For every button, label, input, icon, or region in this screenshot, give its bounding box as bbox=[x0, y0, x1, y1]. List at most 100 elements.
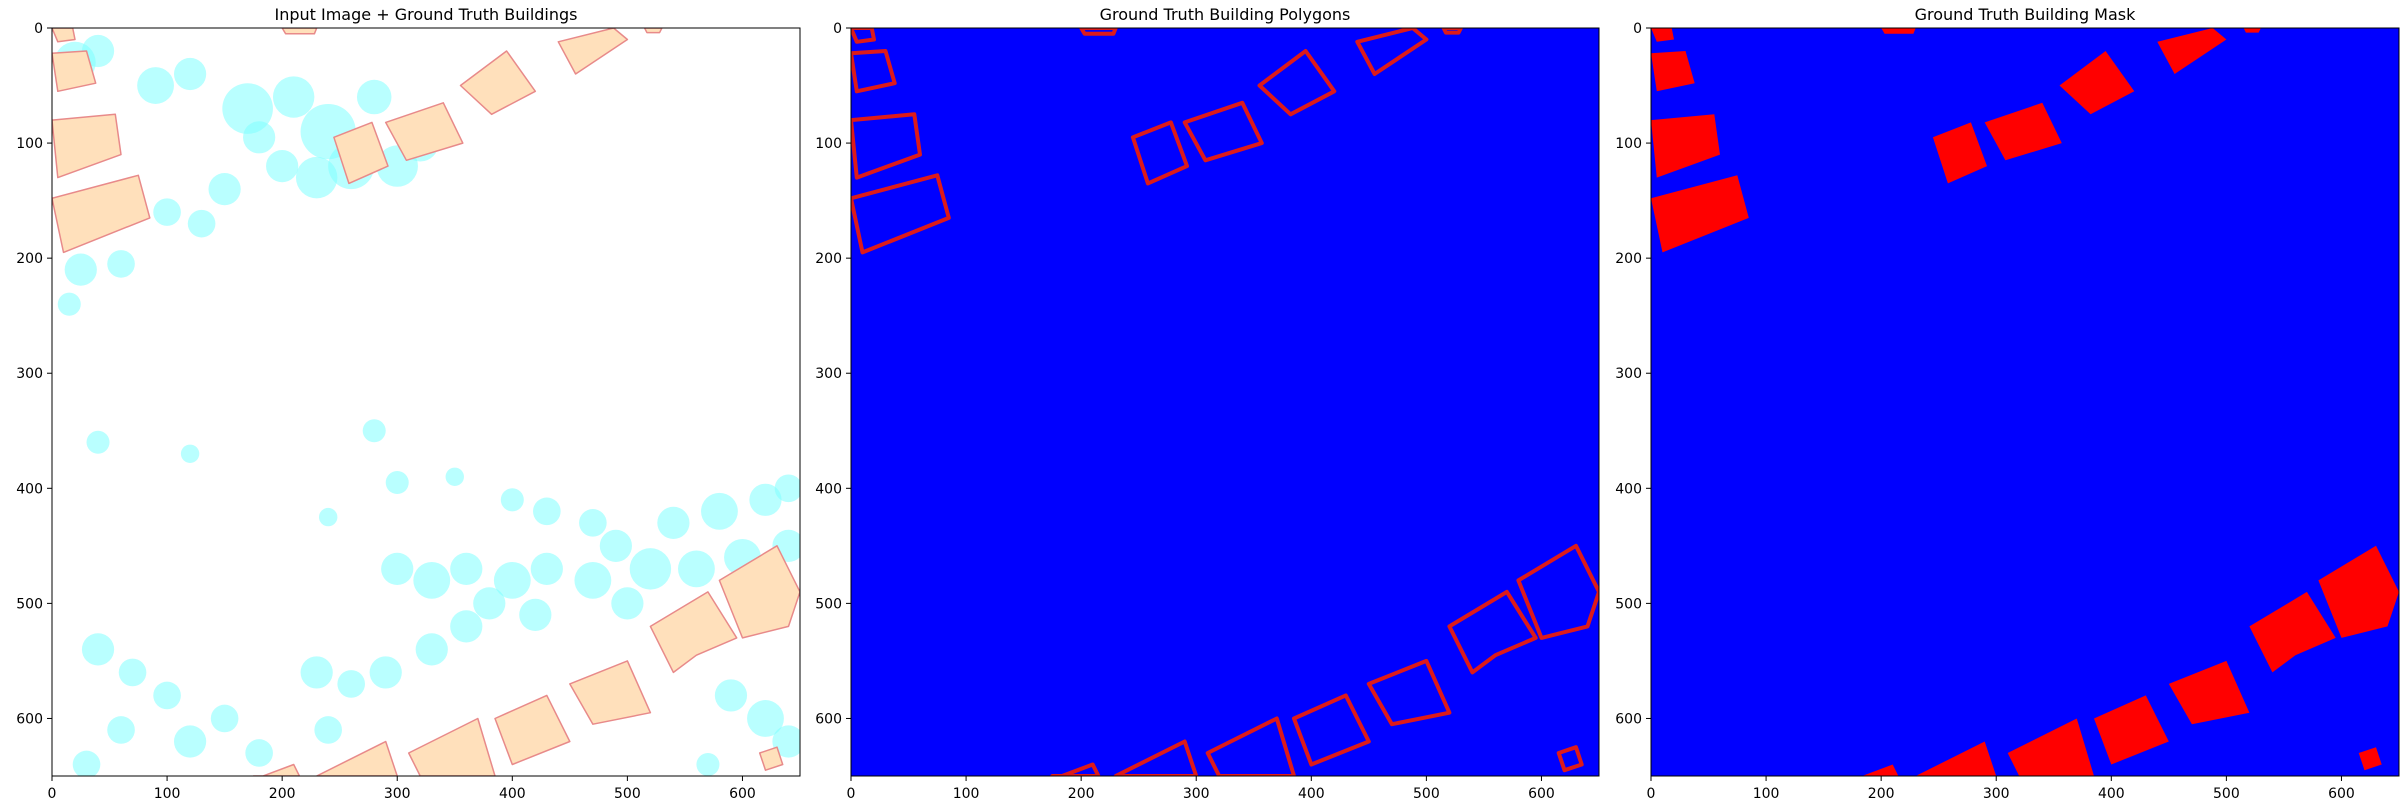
vegetation-patch bbox=[696, 752, 720, 776]
vegetation-patch bbox=[381, 552, 414, 585]
building-polygon bbox=[1651, 175, 1749, 253]
x-tick-label: 200 bbox=[1868, 786, 1895, 800]
panel-title: Ground Truth Building Polygons bbox=[1100, 5, 1351, 24]
building-polygon bbox=[2358, 747, 2382, 771]
vegetation-patch bbox=[493, 561, 531, 599]
x-tick-label: 500 bbox=[614, 786, 641, 800]
x-tick-label: 600 bbox=[2328, 786, 2355, 800]
vegetation-patch bbox=[362, 419, 386, 443]
vegetation-patch bbox=[385, 471, 409, 495]
vegetation-patch bbox=[369, 656, 402, 689]
vegetation-patch bbox=[300, 656, 333, 689]
vegetation-patch bbox=[187, 209, 216, 238]
vegetation-patch bbox=[599, 529, 632, 562]
building-polygon bbox=[2243, 28, 2261, 33]
building-polygon bbox=[1441, 28, 1463, 35]
y-tick-label: 600 bbox=[16, 711, 43, 727]
building-polygon bbox=[1130, 120, 1189, 186]
building-polygon bbox=[252, 763, 301, 776]
panel-title: Ground Truth Building Mask bbox=[1915, 5, 2137, 24]
building-polygon bbox=[569, 660, 652, 725]
vegetation-patch bbox=[657, 506, 690, 539]
vegetation-patch bbox=[81, 34, 115, 68]
y-tick-label: 600 bbox=[815, 711, 842, 727]
building-polygon bbox=[1651, 114, 1720, 178]
building-polygon bbox=[2318, 545, 2399, 638]
y-tick-label: 200 bbox=[16, 251, 43, 267]
vegetation-patch bbox=[314, 716, 342, 744]
building-polygon bbox=[1556, 745, 1584, 773]
building-polygon bbox=[1049, 762, 1101, 776]
building-polygon bbox=[1079, 28, 1118, 36]
axes-frame bbox=[850, 27, 1600, 777]
axes-frame bbox=[1650, 27, 2400, 777]
building-polygon bbox=[1932, 122, 1987, 184]
y-tick-label: 400 bbox=[16, 481, 43, 497]
vegetation-patch bbox=[574, 561, 612, 599]
building-polygon bbox=[851, 28, 876, 44]
y-tick-label: 300 bbox=[1615, 366, 1642, 382]
vegetation-patch bbox=[222, 83, 273, 134]
input-panel: Input Image + Ground Truth Buildings 0 100… bbox=[16, 5, 801, 800]
mask-panel: Ground Truth Building Mask 0 100 200 300 400 5… bbox=[1615, 5, 2400, 800]
vegetation-patch bbox=[445, 467, 464, 487]
building-polygon bbox=[459, 50, 537, 116]
x-tick-label: 100 bbox=[154, 786, 181, 800]
y-tick-label: 600 bbox=[1615, 711, 1642, 727]
building-polygon bbox=[1915, 741, 1997, 776]
vegetation-patch bbox=[137, 67, 174, 104]
vegetation-patch bbox=[473, 587, 506, 620]
building-polygon bbox=[494, 694, 571, 766]
y-tick-label: 300 bbox=[16, 366, 43, 382]
vegetation-patch bbox=[272, 76, 315, 118]
building-polygon bbox=[649, 591, 738, 674]
y-tick-label: 0 bbox=[833, 21, 842, 37]
x-tick-label: 0 bbox=[847, 786, 856, 800]
vegetation-patch bbox=[747, 700, 784, 737]
vegetation-patch bbox=[295, 156, 338, 199]
vegetation-patch bbox=[413, 561, 451, 599]
x-tick-label: 300 bbox=[1183, 786, 1210, 800]
building-polygon bbox=[52, 174, 151, 254]
vegetation-patch bbox=[356, 79, 392, 115]
vegetation-patch bbox=[153, 681, 181, 710]
vegetation-patch bbox=[72, 750, 101, 776]
vegetation-patch bbox=[245, 739, 273, 767]
x-tick-label: 200 bbox=[1068, 786, 1095, 800]
building-polygon bbox=[1984, 102, 2062, 161]
vegetation-patch bbox=[210, 704, 239, 733]
y-tick-label: 500 bbox=[1615, 596, 1642, 612]
vegetation-patch bbox=[519, 598, 552, 632]
building-polygon bbox=[1257, 49, 1337, 117]
vegetation-patch bbox=[86, 430, 110, 454]
vegetation-patch bbox=[714, 679, 748, 712]
y-tick-label: 0 bbox=[1633, 21, 1642, 37]
building-polygon bbox=[1516, 543, 1599, 640]
vegetation-patch bbox=[678, 550, 715, 588]
vegetation-patch bbox=[208, 172, 241, 206]
vegetation-patch bbox=[107, 716, 135, 744]
y-tick-label: 200 bbox=[815, 251, 842, 267]
vegetation-patch bbox=[107, 250, 135, 278]
building-polygon bbox=[281, 28, 318, 35]
building-polygon bbox=[315, 740, 398, 776]
y-tick-label: 100 bbox=[815, 136, 842, 152]
building-polygon bbox=[758, 746, 784, 771]
vegetation-patch bbox=[611, 587, 644, 620]
building-polygon bbox=[851, 49, 897, 94]
y-tick-label: 0 bbox=[34, 21, 43, 37]
x-tick-label: 100 bbox=[953, 786, 980, 800]
building-polygon bbox=[1182, 100, 1264, 163]
building-polygon bbox=[2249, 591, 2336, 673]
vegetation-patch bbox=[530, 552, 563, 585]
vegetation-patch bbox=[243, 121, 276, 154]
building-polygon bbox=[851, 173, 951, 255]
x-tick-label: 500 bbox=[2213, 786, 2240, 800]
y-tick-label: 500 bbox=[16, 596, 43, 612]
vegetation-patch bbox=[579, 509, 607, 537]
building-polygon bbox=[1113, 739, 1199, 776]
vegetation-patch bbox=[118, 658, 147, 687]
panel-title: Input Image + Ground Truth Buildings bbox=[274, 5, 577, 24]
vegetation-patch bbox=[266, 149, 299, 183]
